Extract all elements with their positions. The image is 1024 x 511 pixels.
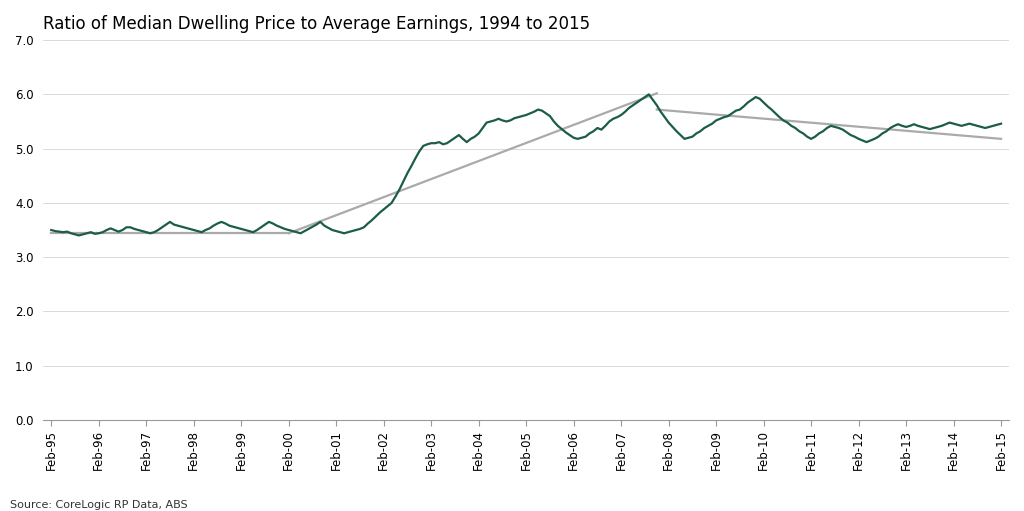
Text: Ratio of Median Dwelling Price to Average Earnings, 1994 to 2015: Ratio of Median Dwelling Price to Averag… <box>43 15 591 33</box>
Text: Source: CoreLogic RP Data, ABS: Source: CoreLogic RP Data, ABS <box>10 500 187 510</box>
